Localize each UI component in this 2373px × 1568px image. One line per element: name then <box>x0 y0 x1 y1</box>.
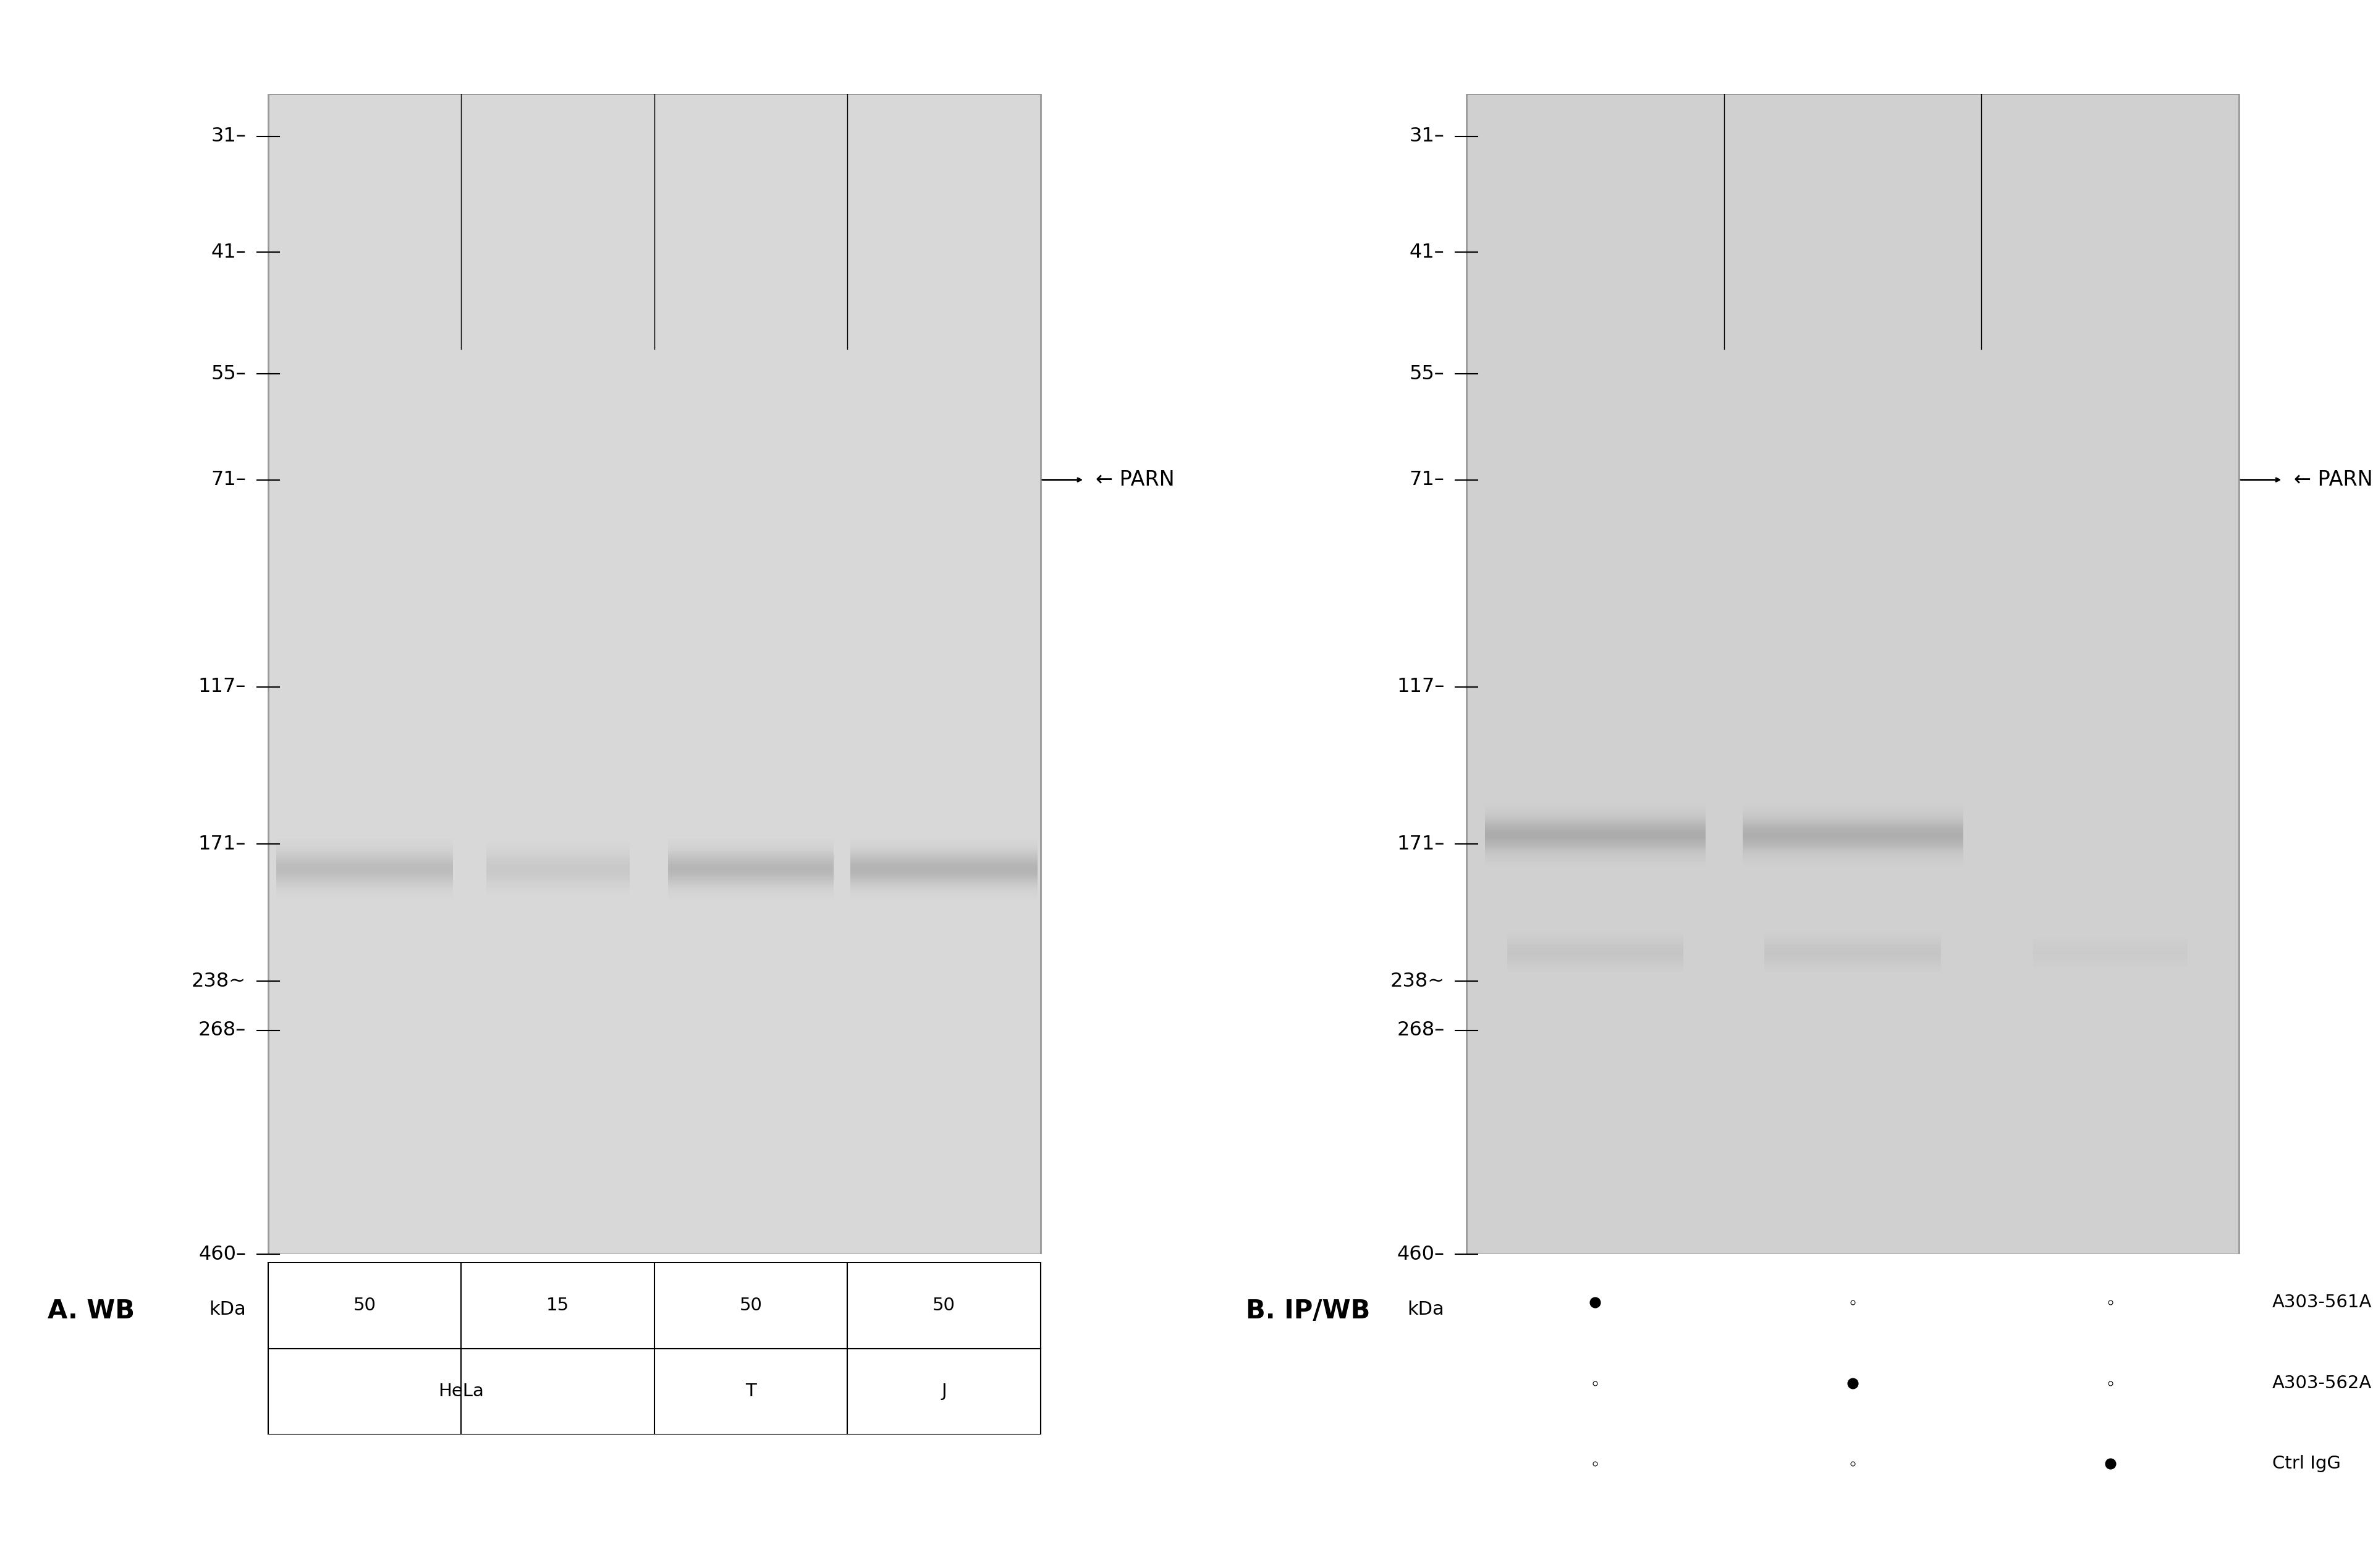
Text: A303-561A: A303-561A <box>2271 1294 2371 1311</box>
Text: ← PARN: ← PARN <box>2295 469 2373 489</box>
Text: ← PARN: ← PARN <box>1096 469 1175 489</box>
Text: 71–: 71– <box>1410 470 1445 489</box>
Text: 268–: 268– <box>199 1021 247 1040</box>
Text: B. IP/WB: B. IP/WB <box>1246 1298 1369 1323</box>
Text: 50: 50 <box>740 1297 762 1314</box>
Text: 31–: 31– <box>1410 127 1445 146</box>
Text: 31–: 31– <box>211 127 247 146</box>
Text: 171–: 171– <box>1398 834 1445 853</box>
Text: 15: 15 <box>546 1297 570 1314</box>
Text: 238~: 238~ <box>192 972 247 991</box>
Text: 460–: 460– <box>199 1245 247 1264</box>
Text: 41–: 41– <box>1410 243 1445 262</box>
Text: 55–: 55– <box>211 364 247 384</box>
Text: A. WB: A. WB <box>47 1298 135 1323</box>
Text: kDa: kDa <box>1407 1300 1445 1319</box>
Text: 41–: 41– <box>211 243 247 262</box>
Text: 171–: 171– <box>199 834 247 853</box>
Text: 268–: 268– <box>1398 1021 1445 1040</box>
Text: 71–: 71– <box>211 470 247 489</box>
Text: A303-562A: A303-562A <box>2271 1374 2371 1392</box>
Text: 50: 50 <box>354 1297 375 1314</box>
Text: 50: 50 <box>933 1297 956 1314</box>
Text: 238~: 238~ <box>1391 972 1445 991</box>
Text: 117–: 117– <box>199 677 247 696</box>
Text: 55–: 55– <box>1410 364 1445 384</box>
Text: 460–: 460– <box>1398 1245 1445 1264</box>
Text: T: T <box>745 1383 757 1400</box>
Bar <box>1467 94 2240 1254</box>
Text: HeLa: HeLa <box>439 1383 484 1400</box>
Bar <box>268 94 1039 1254</box>
Text: 117–: 117– <box>1398 677 1445 696</box>
Text: kDa: kDa <box>209 1300 247 1319</box>
Text: J: J <box>942 1383 947 1400</box>
Text: Ctrl IgG: Ctrl IgG <box>2271 1455 2340 1472</box>
